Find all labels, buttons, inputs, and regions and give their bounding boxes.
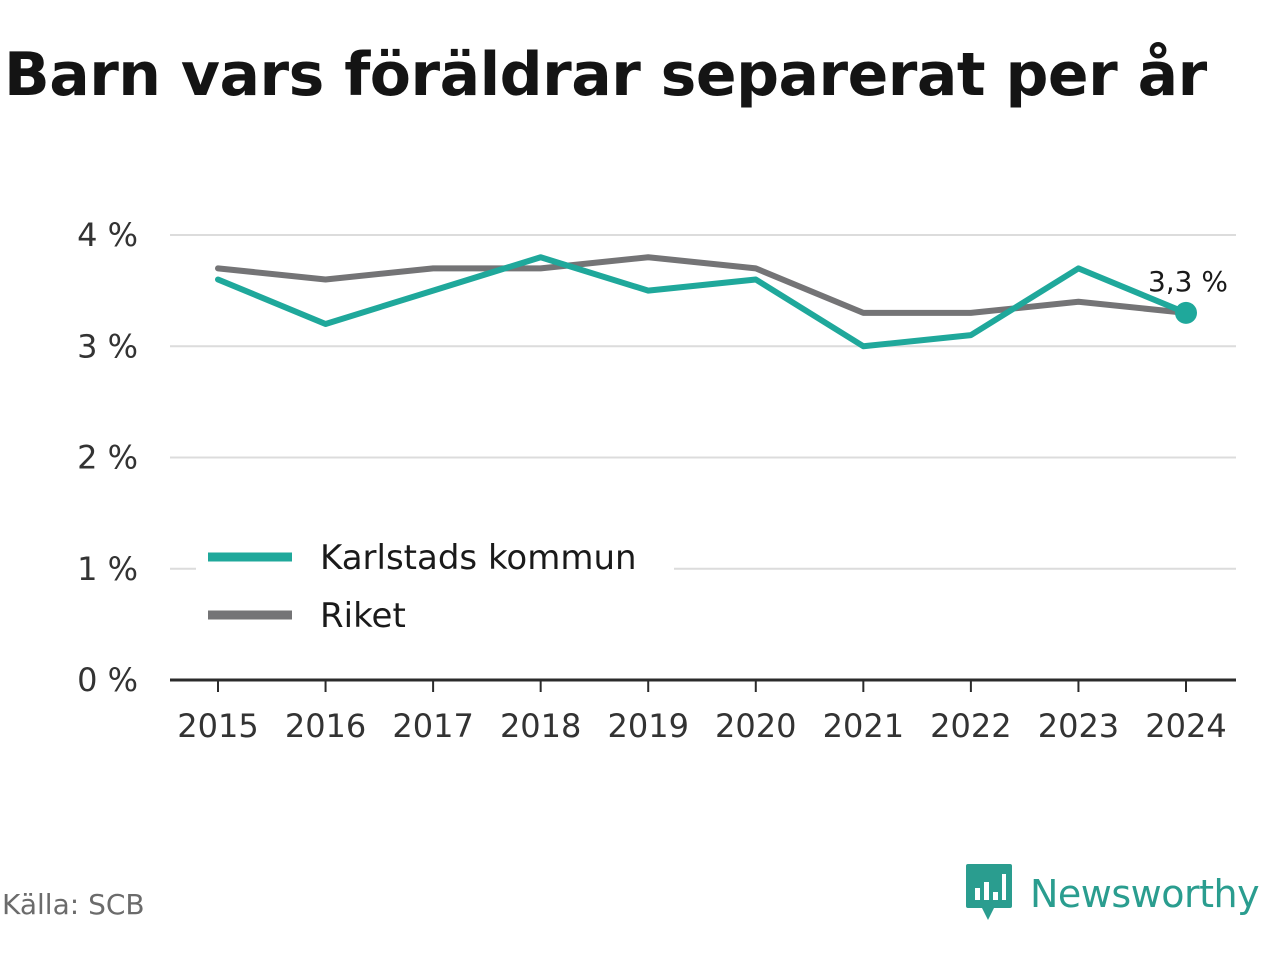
legend-background [196,526,674,644]
x-tick-label: 2023 [1038,707,1119,745]
y-tick-label: 4 % [77,216,138,254]
source-note: Källa: SCB [2,888,145,921]
x-axis: 2015 2016 2017 2018 2019 2020 2021 2022 2023 2024 [170,678,1236,745]
x-tick-label: 2018 [500,707,581,745]
x-tick-label: 2022 [930,707,1011,745]
series-line [215,254,1189,316]
y-tick-label: 2 % [77,439,138,477]
legend-label: Karlstads kommun [320,538,637,578]
x-tick-label: 2021 [823,707,904,745]
y-tick-label: 0 % [77,661,138,699]
end-annotation: 3,3 % [1145,262,1231,324]
x-tick-label: 2020 [715,707,796,745]
x-tick-label: 2017 [392,707,473,745]
x-tick-label: 2016 [285,707,366,745]
x-tick-label: 2019 [608,707,689,745]
y-tick-label: 3 % [77,327,138,365]
series-lines [215,254,1189,350]
series-line [215,254,1189,350]
x-tick-label: 2024 [1145,707,1226,745]
legend: Karlstads kommun Riket [196,526,674,644]
brand-name: Newsworthy [1030,872,1260,916]
end-point-marker [1175,301,1197,324]
newsworthy-logo-icon [966,864,1012,920]
x-tick-label: 2015 [177,707,258,745]
brand-logo: Newsworthy [964,862,1260,926]
y-tick-label: 1 % [77,550,138,588]
legend-label: Riket [320,596,406,636]
y-axis-ticks: 0 % 1 % 2 % 3 % 4 % [77,216,138,699]
chart-title: Barn vars föräldrar separerat per år [4,40,1207,110]
end-value-label: 3,3 % [1148,265,1228,298]
